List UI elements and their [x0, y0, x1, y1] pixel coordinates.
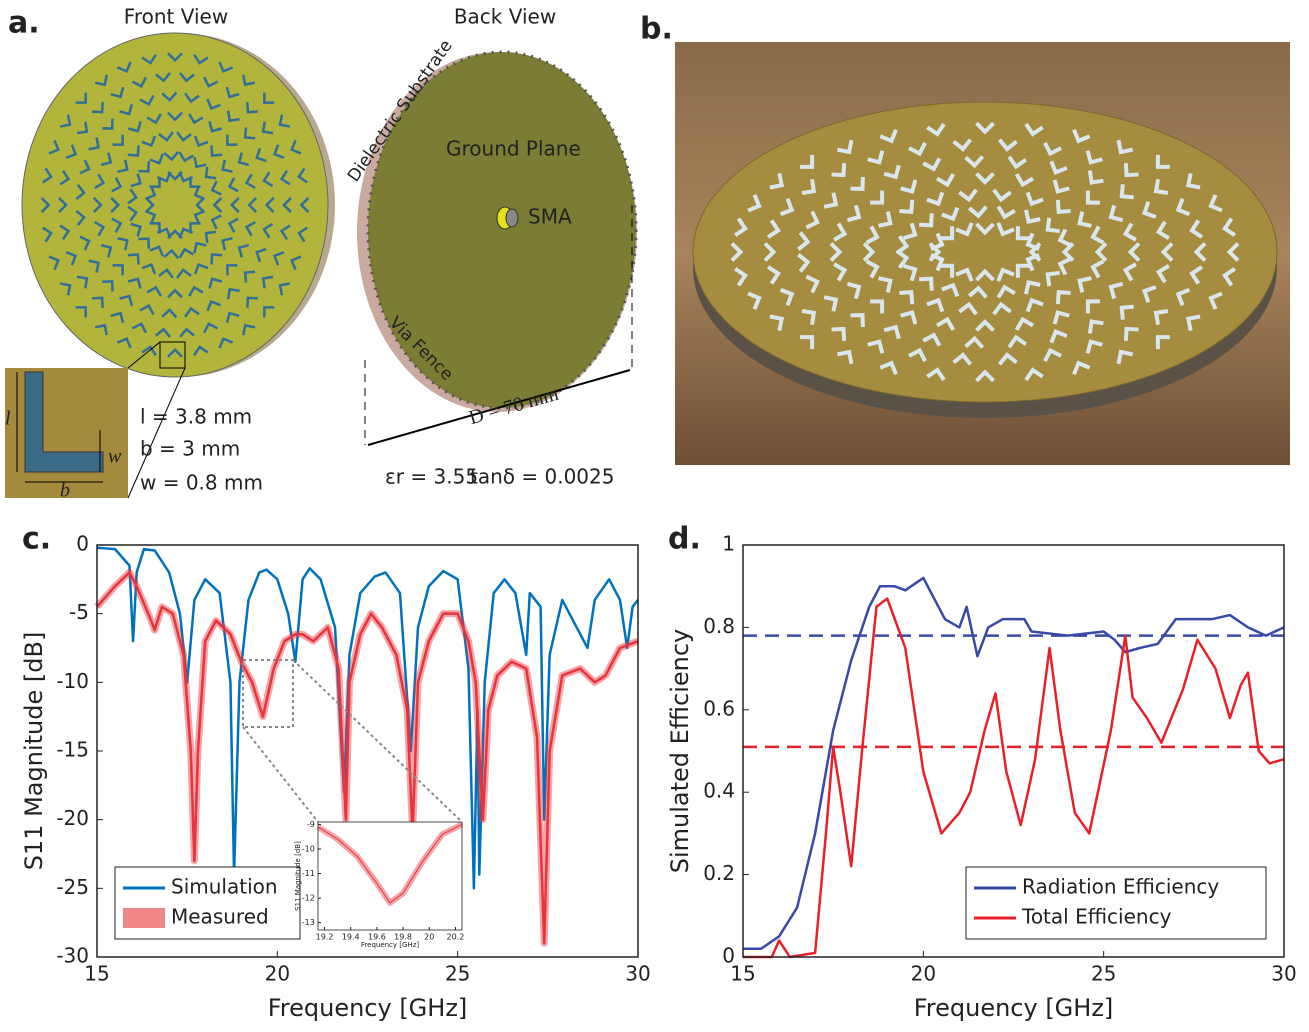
y-tick-label: -5 — [69, 600, 89, 624]
x-tick-label: 25 — [445, 962, 470, 986]
dim-label: l — [5, 408, 11, 430]
y-tick-label: -20 — [56, 806, 89, 830]
panel-label: a. — [8, 6, 40, 41]
view-title: Front View — [124, 5, 228, 29]
y-tick-label: 0 — [722, 944, 735, 968]
y-tick-label: -12 — [302, 894, 315, 903]
y-tick-label: -30 — [56, 944, 89, 968]
x-tick-label: 19.2 — [316, 933, 334, 942]
y-tick-label: 0.6 — [703, 696, 735, 720]
x-tick-label: 25 — [1091, 962, 1116, 986]
legend-label: Measured — [171, 905, 269, 929]
param: tanδ = 0.0025 — [470, 465, 614, 489]
y-tick-label: 0.2 — [703, 861, 735, 885]
x-axis-label: Frequency [GHz] — [914, 994, 1114, 1022]
front-disc — [22, 33, 328, 377]
dim-label: w — [108, 446, 122, 468]
figure: a. b. c. d. l b w Front View Back View l… — [0, 0, 1309, 1032]
x-tick-label: 19.4 — [342, 933, 360, 942]
legend-swatch — [123, 908, 165, 928]
label: Ground Plane — [446, 137, 581, 161]
panel-label: c. — [22, 522, 51, 557]
y-tick-label: 0 — [76, 532, 89, 556]
y-tick-label: -9 — [307, 820, 315, 829]
x-tick-label: 20 — [265, 962, 290, 986]
x-axis-label: Frequency [GHz] — [268, 994, 468, 1022]
y-tick-label: -25 — [56, 875, 89, 899]
panel-b — [675, 42, 1290, 465]
y-tick-label: 0.8 — [703, 614, 735, 638]
legend-label: Total Efficiency — [1021, 905, 1172, 929]
sma-face — [506, 209, 518, 227]
photo-disc — [693, 102, 1277, 402]
x-tick-label: 20 — [424, 933, 434, 942]
unit-cell — [5, 368, 128, 498]
label: SMA — [528, 205, 572, 229]
y-tick-label: -13 — [302, 918, 315, 927]
param: εr = 3.55 — [385, 465, 478, 489]
panel-label: b. — [640, 12, 673, 47]
x-axis-label: Frequency [GHz] — [361, 941, 419, 949]
y-tick-label: 1 — [722, 532, 735, 556]
x-tick-label: 20 — [911, 962, 936, 986]
panel-a: l b w Front View Back View l = 3.8 mm b … — [5, 5, 637, 502]
y-tick-label: -10 — [56, 669, 89, 693]
y-tick-label: -11 — [302, 869, 315, 878]
chart: 19.219.419.619.82020.2-9-10-11-12-13Freq… — [294, 820, 464, 949]
x-tick-label: 20.2 — [447, 933, 465, 942]
dim-label: b — [60, 480, 70, 502]
y-axis-label: S11 Magnitude [dB] — [294, 841, 302, 911]
y-tick-label: -15 — [56, 738, 89, 762]
y-tick-label: -10 — [302, 845, 315, 854]
legend-label: Simulation — [171, 875, 278, 899]
y-axis-label: S11 Magnitude [dB] — [20, 632, 48, 871]
legend-label: Radiation Efficiency — [1022, 875, 1219, 899]
param: b = 3 mm — [140, 437, 240, 461]
view-title: Back View — [454, 5, 556, 29]
param: l = 3.8 mm — [140, 405, 252, 429]
x-tick-label: 30 — [625, 962, 650, 986]
y-tick-label: 0.4 — [703, 779, 735, 803]
panel-label: d. — [668, 522, 701, 557]
chart: 1520253000.20.40.60.81Frequency [GHz]Sim… — [666, 532, 1297, 1023]
x-tick-label: 30 — [1271, 962, 1296, 986]
y-axis-label: Simulated Efficiency — [666, 629, 694, 874]
param: w = 0.8 mm — [140, 471, 263, 495]
